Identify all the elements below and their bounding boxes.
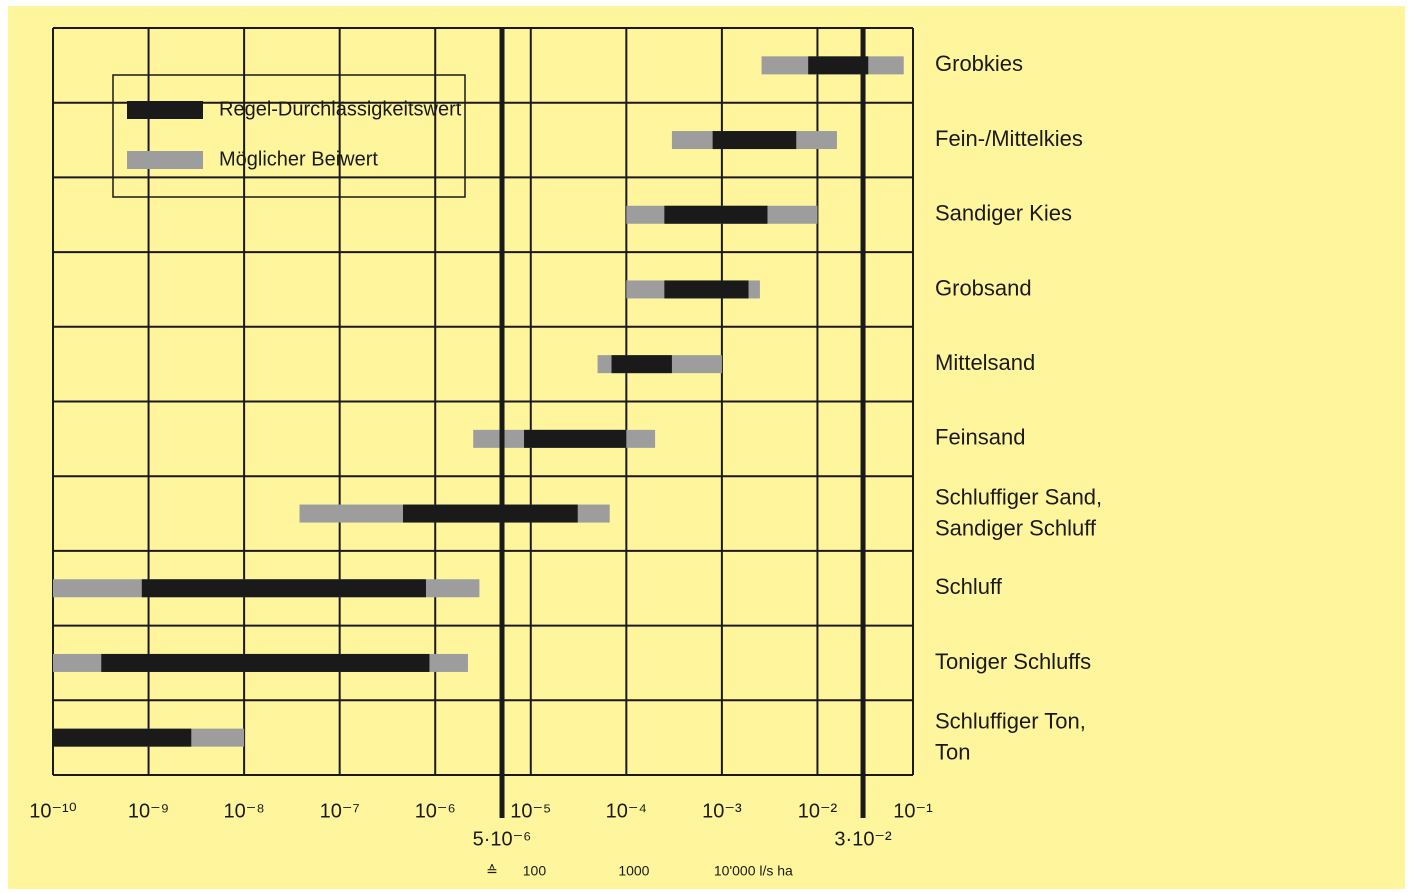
- legend-label: Möglicher Beiwert: [219, 148, 378, 170]
- category-label: Fein-/Mittelkies: [935, 126, 1083, 151]
- legend-swatch: [127, 101, 203, 119]
- x-tick-label: 10⁻⁹: [128, 800, 169, 822]
- x-tick-label: 10⁻⁸: [223, 800, 264, 822]
- legend-label: Regel-Durchlässigkeitswert: [219, 98, 462, 120]
- range-bar: [101, 653, 430, 672]
- range-bar: [524, 429, 627, 448]
- category-label: Grobkies: [935, 51, 1023, 76]
- range-bar: [808, 56, 869, 75]
- category-label: Schluff: [935, 574, 1003, 599]
- x2-symbol: ≙: [486, 863, 498, 879]
- range-bar: [664, 280, 749, 299]
- x2-tick-label: 100: [523, 863, 547, 879]
- category-label: Feinsand: [935, 425, 1026, 450]
- x-tick-label: 10⁻⁷: [320, 800, 360, 822]
- x2-tick-label: 1000: [618, 863, 649, 879]
- range-bar: [141, 579, 426, 598]
- x-tick-label: 10⁻⁵: [510, 800, 551, 822]
- category-label: Grobsand: [935, 275, 1032, 300]
- legend-box: [112, 74, 466, 198]
- x-tick-label: 10⁻⁴: [606, 800, 647, 822]
- range-bar: [664, 205, 768, 224]
- range-bar: [611, 355, 672, 374]
- category-label: Toniger Schluffs: [935, 649, 1091, 674]
- category-label: Mittelsand: [935, 350, 1035, 375]
- x-tick-label: 10⁻²: [798, 800, 838, 822]
- category-label: Sandiger Kies: [935, 201, 1072, 226]
- x-tick-label: 10⁻¹: [893, 800, 933, 822]
- x-tick-label: 10⁻¹⁰: [29, 800, 76, 822]
- legend-swatch: [127, 151, 203, 169]
- range-bar: [402, 504, 578, 523]
- x2-tick-label: 10'000 l/s ha: [714, 863, 793, 879]
- category-label: Schluffiger Ton, Ton: [935, 708, 1086, 764]
- reference-label: 3·10⁻²: [834, 828, 892, 850]
- category-label: Schluffiger Sand, Sandiger Schluff: [935, 484, 1102, 540]
- reference-label: 5·10⁻⁶: [473, 828, 532, 850]
- x-tick-label: 10⁻⁶: [415, 800, 456, 822]
- range-bar: [53, 728, 192, 747]
- x-tick-label: 10⁻³: [702, 800, 742, 822]
- range-bar: [712, 131, 797, 150]
